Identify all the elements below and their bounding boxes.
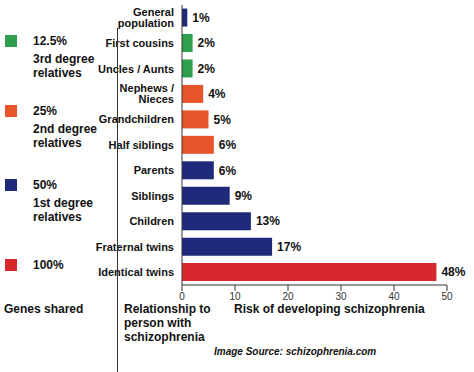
- html-text:Genes shared: Genes shared: [4, 302, 84, 316]
- html-text:25%: 25%: [33, 104, 57, 118]
- svg-text:Identical twins: Identical twins: [98, 266, 174, 278]
- svg-text:17%: 17%: [277, 240, 301, 254]
- svg-text:4%: 4%: [208, 87, 226, 101]
- svg-text:48%: 48%: [441, 265, 465, 279]
- svg-text:1%: 1%: [192, 11, 210, 25]
- svg-text:6%: 6%: [219, 164, 237, 178]
- svg-text:10: 10: [229, 291, 241, 302]
- svg-text:30: 30: [335, 291, 347, 302]
- svg-text:5%: 5%: [214, 113, 232, 127]
- svg-text:2%: 2%: [198, 62, 216, 76]
- svg-text:Fraternal twins: Fraternal twins: [96, 241, 174, 253]
- svg-text:40: 40: [388, 291, 400, 302]
- svg-text:50: 50: [441, 291, 453, 302]
- svg-text:6%: 6%: [219, 138, 237, 152]
- svg-text:Nephews /Nieces: Nephews /Nieces: [120, 82, 174, 105]
- svg-text:13%: 13%: [256, 214, 280, 228]
- html-text:2nd degree relatives: 2nd degree relatives: [33, 122, 97, 150]
- html-text:50%: 50%: [33, 178, 57, 192]
- svg-text:Grandchildren: Grandchildren: [99, 113, 174, 125]
- svg-text:9%: 9%: [235, 189, 253, 203]
- svg-text:Parents: Parents: [134, 164, 174, 176]
- svg-text:First cousins: First cousins: [106, 37, 174, 49]
- svg-text:20: 20: [282, 291, 294, 302]
- svg-text:0: 0: [179, 291, 185, 302]
- html-text:12.5%: 12.5%: [33, 34, 67, 48]
- svg-text:Generalpopulation: Generalpopulation: [118, 6, 174, 29]
- svg-text:Children: Children: [129, 215, 174, 227]
- svg-text:Uncles / Aunts: Uncles / Aunts: [98, 63, 174, 75]
- html-text:3rd degree relatives: 3rd degree relatives: [33, 52, 95, 80]
- html-text:Relationship to person with sc: Relationship to person with schizophreni…: [124, 302, 211, 344]
- svg-text:2%: 2%: [198, 36, 216, 50]
- html-text:Risk of developing schizophren: Risk of developing schizophrenia: [234, 302, 425, 316]
- html-text:1st degree relatives: 1st degree relatives: [33, 196, 93, 224]
- html-text:100%: 100%: [33, 258, 64, 272]
- html-text:Image Source: schizophrenia.co: Image Source: schizophrenia.com: [214, 346, 377, 357]
- svg-text:Half siblings: Half siblings: [109, 139, 174, 151]
- svg-text:Siblings: Siblings: [131, 190, 174, 202]
